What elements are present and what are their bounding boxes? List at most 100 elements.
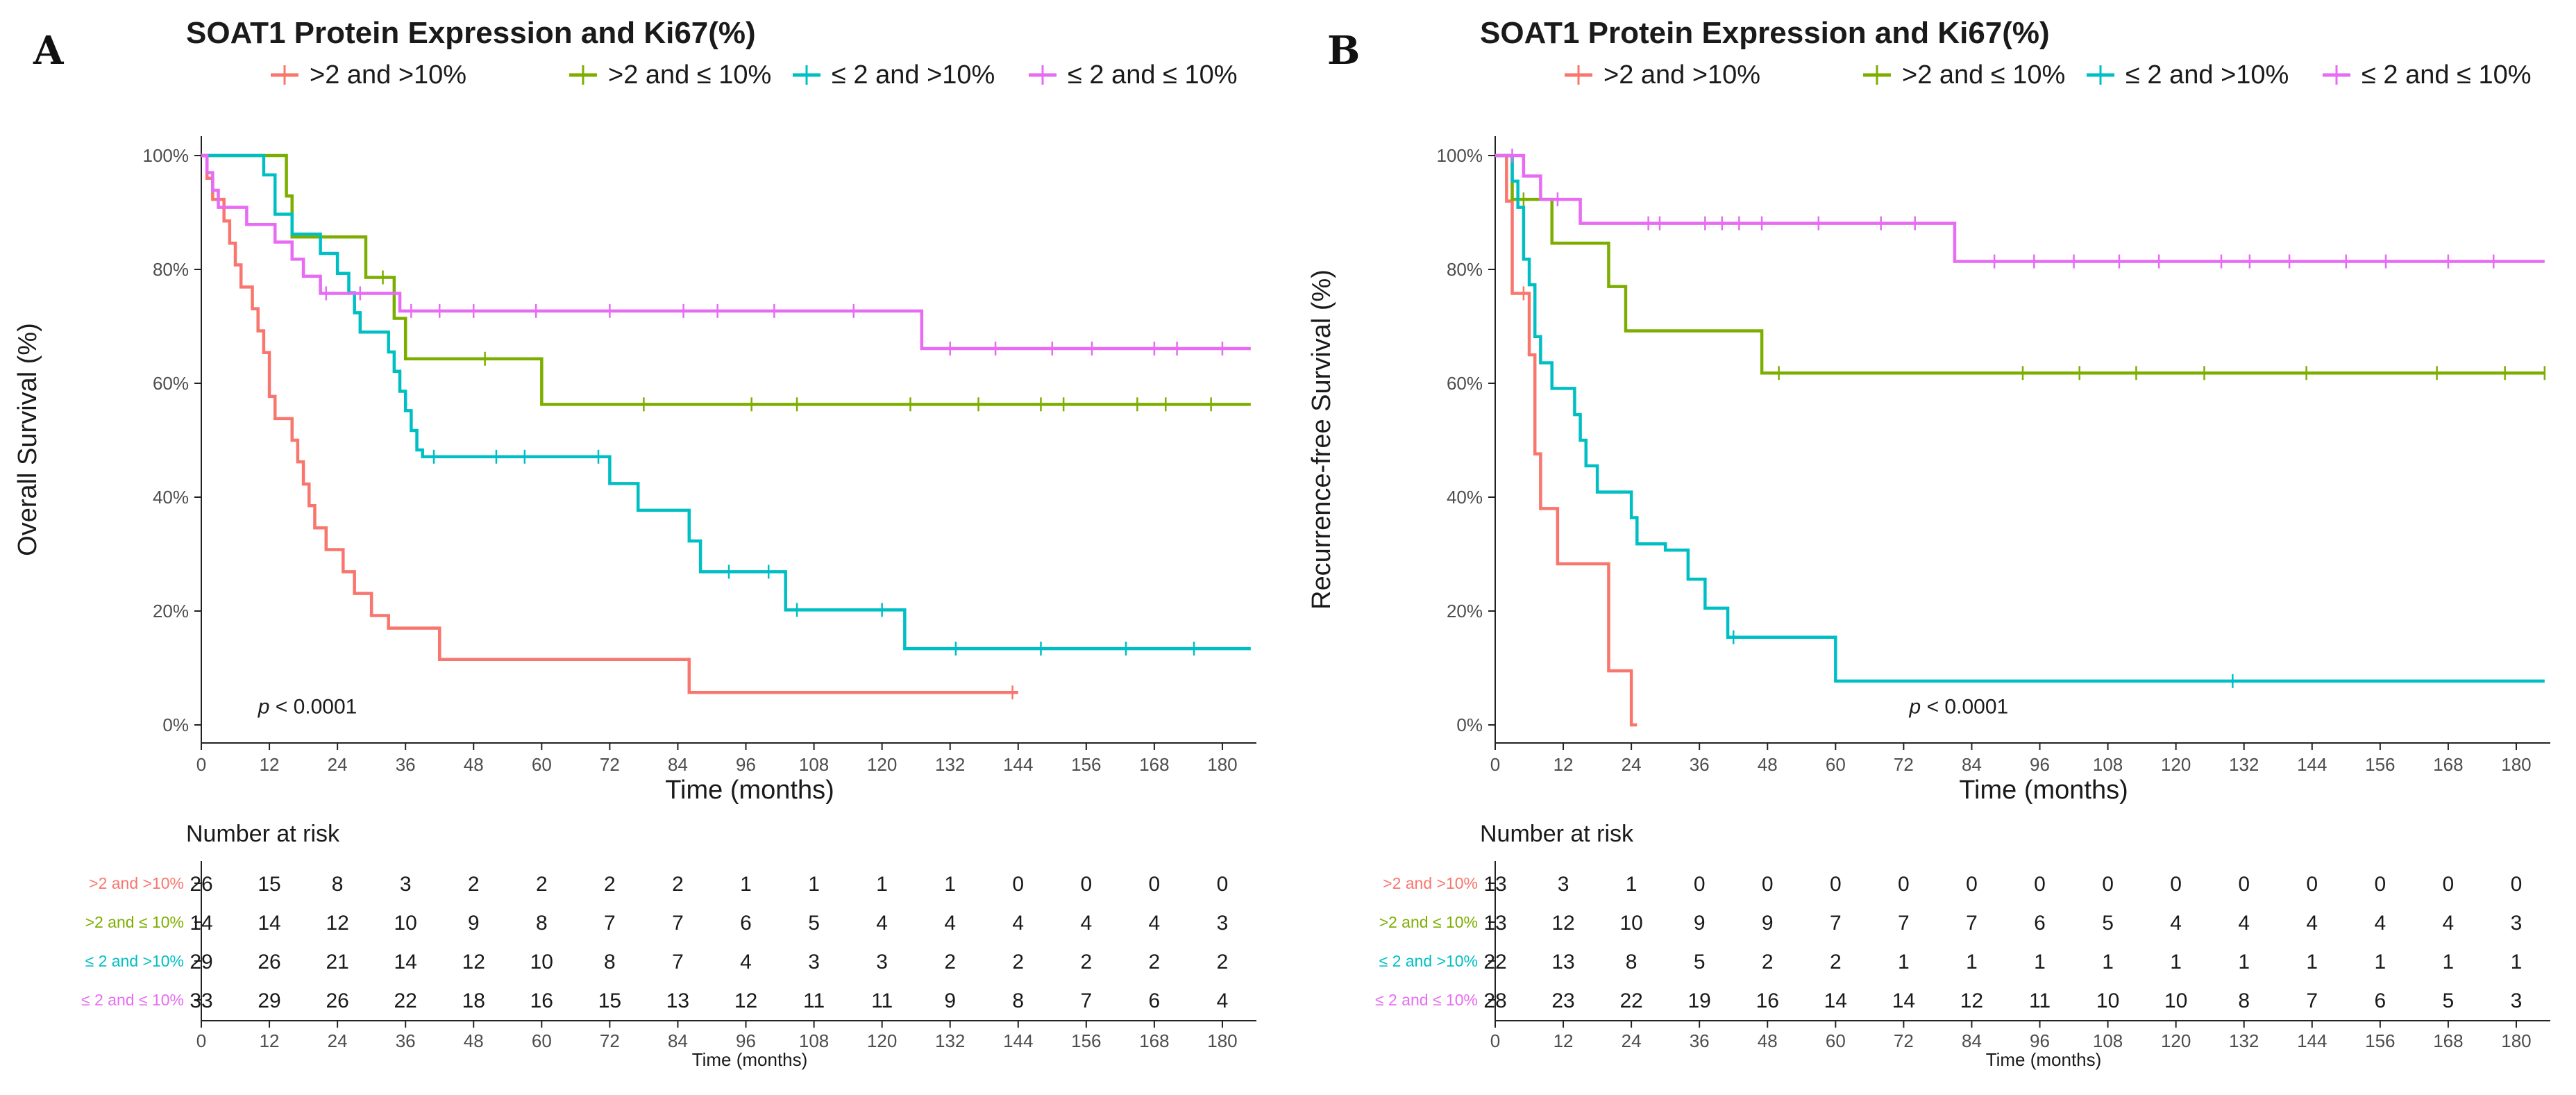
y-tick-label: 40% [1447,487,1483,508]
legend-entry: ≤ 2 and ≤ 10% [1029,60,1238,90]
risk-count: 28 [1483,989,1506,1012]
risk-count: 0 [1080,873,1092,896]
risk-x-tick-label: 48 [1758,1030,1778,1051]
risk-count: 33 [190,989,212,1012]
risk-count: 2 [944,951,956,973]
x-tick-label: 0 [1490,754,1500,775]
y-tick-label: 60% [153,373,189,394]
risk-x-tick-label: 180 [2501,1030,2531,1051]
risk-count: 1 [740,873,752,896]
risk-count: 2 [1080,951,1092,973]
risk-count: 7 [604,912,616,935]
risk-x-tick-label: 144 [2297,1030,2327,1051]
risk-count: 8 [2238,989,2250,1012]
risk-count: 4 [1012,912,1024,935]
x-tick-label: 132 [2229,754,2259,775]
risk-count: 8 [332,873,344,896]
risk-count: 8 [604,951,616,973]
risk-count: 4 [1217,989,1229,1012]
legend-label: >2 and >10% [1603,60,1760,90]
risk-count: 0 [1217,873,1229,896]
risk-count: 11 [803,989,825,1012]
risk-count: 1 [1626,873,1638,896]
risk-count: 22 [1619,989,1642,1012]
x-tick-label: 24 [328,754,348,775]
risk-count: 10 [1619,912,1642,935]
risk-count: 9 [944,989,956,1012]
risk-count: 29 [190,951,212,973]
legend-entry: ≤ 2 and >10% [2087,60,2289,90]
risk-row-label: >2 and >10% [1383,874,1478,892]
risk-count: 0 [2170,873,2182,896]
x-axis-label: Time (months) [665,776,834,805]
risk-x-tick-label: 0 [1490,1030,1500,1051]
risk-count: 2 [1830,951,1842,973]
risk-count: 3 [2511,912,2523,935]
risk-count: 8 [536,912,548,935]
risk-count: 29 [258,989,280,1012]
risk-count: 8 [1626,951,1638,973]
risk-count: 2 [672,873,684,896]
x-tick-label: 36 [396,754,416,775]
risk-count: 2 [1762,951,1774,973]
risk-count: 22 [394,989,417,1012]
x-tick-label: 156 [1071,754,1101,775]
risk-count: 0 [1966,873,1978,896]
x-tick-label: 132 [935,754,965,775]
risk-count: 3 [2511,989,2523,1012]
risk-count: 2 [1012,951,1024,973]
risk-count: 10 [394,912,417,935]
km-curve [1495,153,2545,263]
x-tick-label: 168 [1139,754,1169,775]
risk-x-axis-label: Time (months) [1986,1049,2102,1070]
x-tick-label: 0 [196,754,206,775]
risk-count: 12 [1960,989,1983,1012]
risk-x-tick-label: 36 [396,1030,416,1051]
risk-count: 0 [2102,873,2114,896]
risk-count: 1 [2238,951,2250,973]
risk-x-tick-label: 120 [867,1030,897,1051]
risk-x-tick-label: 108 [2093,1030,2123,1051]
risk-count: 26 [190,873,212,896]
legend-entry: >2 and ≤ 10% [569,60,771,90]
km-curve [201,153,1251,406]
risk-count: 7 [1898,912,1910,935]
risk-count: 2 [468,873,480,896]
risk-x-tick-label: 180 [1207,1030,1237,1051]
risk-count: 21 [326,951,348,973]
x-tick-label: 120 [867,754,897,775]
risk-count: 15 [598,989,621,1012]
x-tick-label: 72 [600,754,620,775]
risk-count: 12 [734,989,757,1012]
risk-count: 0 [2374,873,2386,896]
x-tick-label: 96 [736,754,756,775]
risk-count: 0 [2034,873,2046,896]
risk-count: 1 [2034,951,2046,973]
risk-count: 1 [2443,951,2455,973]
risk-count: 15 [258,873,280,896]
y-tick-label: 0% [162,714,189,735]
risk-count: 5 [2102,912,2114,935]
x-tick-label: 180 [2501,754,2531,775]
risk-count: 3 [1217,912,1229,935]
risk-count: 16 [1756,989,1779,1012]
risk-x-tick-label: 0 [196,1030,206,1051]
y-tick-label: 0% [1456,714,1483,735]
risk-count: 22 [1483,951,1506,973]
risk-row-label: ≤ 2 and ≤ 10% [1375,991,1478,1009]
risk-count: 13 [1483,912,1506,935]
km-curve [201,153,1018,694]
risk-count: 4 [2374,912,2386,935]
risk-x-tick-label: 60 [1826,1030,1846,1051]
risk-count: 4 [876,912,888,935]
panel-a: A SOAT1 Protein Expression and Ki67(%) >2 … [13,16,1256,1070]
risk-count: 11 [871,989,893,1012]
risk-count: 5 [2443,989,2455,1012]
risk-count: 26 [258,951,280,973]
risk-table-title: Number at risk [1480,821,1634,847]
risk-x-tick-label: 132 [935,1030,965,1051]
risk-count: 18 [462,989,485,1012]
risk-count: 7 [1830,912,1842,935]
p-value-annotation: p < 0.0001 [1909,696,2009,719]
risk-row-label: ≤ 2 and >10% [1379,952,1478,970]
